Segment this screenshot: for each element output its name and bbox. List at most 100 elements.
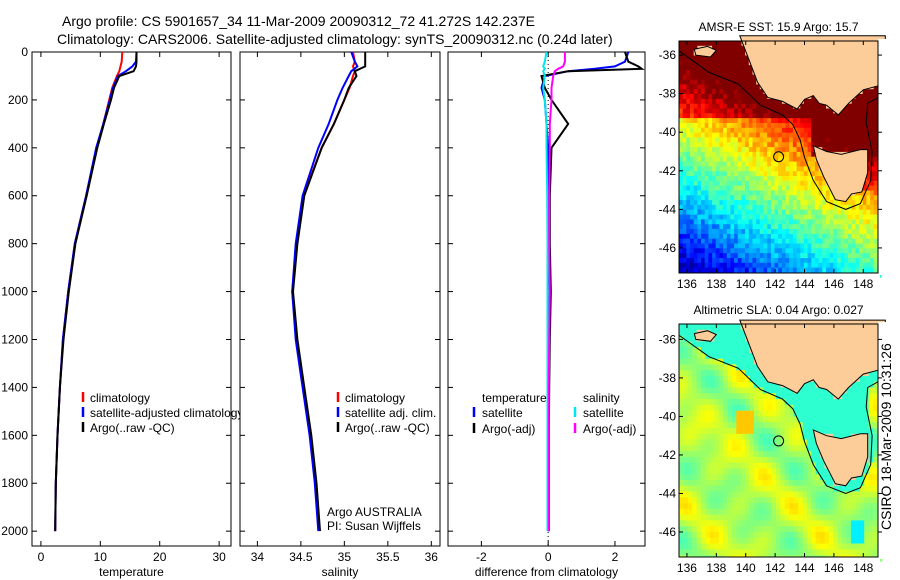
map-cell	[709, 549, 715, 556]
map-cell	[802, 387, 808, 394]
map-cell	[796, 118, 801, 124]
map-cell	[803, 262, 809, 269]
map-cell	[789, 445, 795, 452]
map-cell	[748, 180, 754, 187]
map-cell	[866, 209, 871, 216]
map-cell	[697, 156, 702, 163]
map-cell	[687, 532, 693, 539]
map-cell	[873, 123, 878, 129]
map-cell	[719, 41, 724, 47]
map-cell	[756, 84, 761, 90]
map-cell	[752, 176, 757, 182]
map-cell	[715, 238, 720, 245]
y-tick-label: 1400	[1, 380, 28, 394]
x-tick-label: 136	[677, 561, 697, 575]
map-cell	[866, 238, 871, 245]
map-cell	[855, 233, 860, 240]
map-cell	[690, 79, 695, 85]
credit-timestamp: CSIRO 18-Mar-2009 10:31:26	[878, 343, 894, 530]
map-cell	[789, 214, 794, 220]
map-cell	[774, 123, 779, 129]
map-cell	[859, 137, 864, 143]
map-cell	[759, 118, 765, 124]
map-cell	[780, 520, 786, 527]
map-cell	[714, 381, 720, 389]
map-cell	[780, 543, 786, 550]
map-cell	[704, 151, 709, 158]
map-cell	[815, 497, 821, 504]
map-cell	[807, 142, 812, 148]
map-cell	[693, 214, 698, 220]
map-cell	[859, 526, 865, 533]
map-cell	[693, 248, 698, 254]
map-cell	[820, 480, 826, 487]
map-cell	[855, 491, 861, 498]
map-cell	[734, 94, 739, 100]
map-cell	[718, 451, 724, 458]
map-cell	[814, 209, 820, 216]
map-cell	[774, 147, 779, 153]
map-cell	[754, 480, 759, 487]
map-cell	[807, 123, 812, 129]
map-cell	[748, 74, 754, 81]
map-cell	[696, 347, 702, 354]
map-cell	[679, 393, 684, 400]
map-cell	[758, 439, 764, 446]
map-cell	[683, 324, 689, 331]
map-cell	[748, 243, 754, 249]
map-cell	[692, 358, 698, 366]
map-cell	[806, 503, 812, 510]
map-cell	[679, 433, 684, 441]
map-cell	[709, 428, 715, 435]
map-cell	[870, 258, 875, 264]
map-cell	[759, 132, 765, 138]
map-cell	[754, 543, 759, 550]
map-cell	[693, 180, 698, 187]
map-cell	[833, 233, 838, 240]
map-cell	[740, 387, 746, 394]
map-cell	[770, 180, 776, 187]
map-cell	[866, 200, 871, 206]
map-cell	[726, 176, 732, 182]
map-cell	[844, 258, 849, 264]
map-cell	[800, 195, 805, 201]
map-cell	[824, 416, 830, 423]
map-cell	[811, 200, 816, 206]
map-cell	[690, 233, 695, 240]
map-cell	[726, 224, 732, 230]
map-cell	[679, 214, 684, 220]
map-cell	[734, 103, 739, 110]
map-cell	[690, 253, 695, 259]
map-cell	[715, 253, 720, 259]
map-cell	[701, 520, 706, 527]
map-cell	[851, 428, 856, 435]
map-cell	[714, 462, 720, 469]
map-cell	[740, 468, 746, 475]
map-cell	[870, 94, 875, 100]
map-cell	[776, 451, 781, 458]
map-cell	[855, 520, 861, 527]
map-cell	[730, 219, 735, 225]
map-cell	[846, 404, 852, 412]
map-cell	[745, 497, 751, 504]
map-cell	[723, 387, 729, 394]
map-cell	[690, 195, 695, 201]
map-cell	[770, 214, 776, 220]
map-cell	[756, 180, 761, 187]
map-cell	[723, 156, 728, 163]
map-cell	[828, 514, 834, 521]
map-cell	[868, 549, 874, 556]
map-cell	[855, 224, 860, 230]
map-cell	[814, 224, 820, 230]
map-cell	[815, 503, 821, 510]
map-cell	[793, 451, 799, 458]
map-cell	[756, 190, 761, 196]
map-cell	[859, 543, 865, 550]
map-cell	[807, 166, 812, 172]
map-cell	[828, 485, 834, 493]
map-cell	[727, 387, 733, 394]
map-cell	[683, 404, 689, 412]
map-cell	[807, 209, 812, 216]
map-cell	[696, 352, 702, 360]
map-cell	[693, 147, 698, 153]
